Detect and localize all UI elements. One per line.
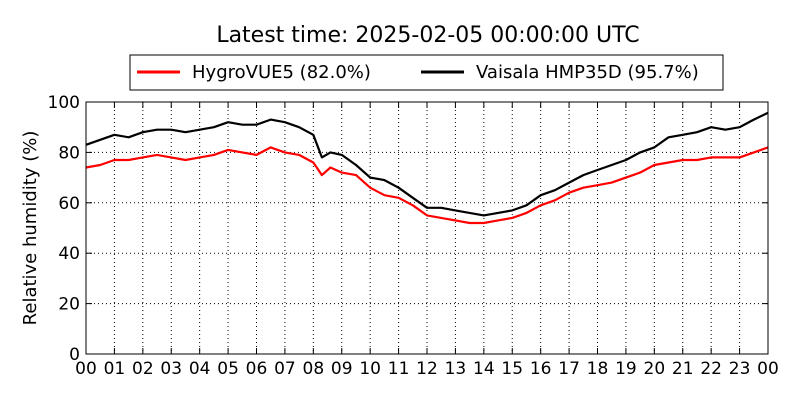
x-tick-label: 03: [160, 359, 182, 379]
legend-label-hygrovue5: HygroVUE5 (82.0%): [192, 62, 371, 83]
x-tick-label: 16: [530, 359, 552, 379]
x-tick-label: 00: [75, 359, 97, 379]
series-layer: [85, 111, 769, 225]
x-tick-label: 10: [359, 359, 381, 379]
x-tick-label: 08: [303, 359, 325, 379]
x-tick-label: 15: [501, 359, 523, 379]
y-tick-label: 60: [58, 194, 80, 214]
series-line-hygrovue5: [85, 146, 769, 225]
x-tick-label: 00: [757, 359, 779, 379]
x-tick-label: 11: [388, 359, 410, 379]
x-tick-label: 12: [416, 359, 438, 379]
x-tick-label: 17: [558, 359, 580, 379]
x-tick-label: 21: [672, 359, 694, 379]
y-tick-label: 80: [58, 143, 80, 163]
x-tick-label: 23: [729, 359, 751, 379]
x-tick-label: 05: [217, 359, 239, 379]
x-tick-label: 04: [189, 359, 211, 379]
x-tick-label: 07: [274, 359, 296, 379]
grid: [86, 102, 768, 354]
y-axis: 0 20 40 60 80 100: [48, 93, 768, 365]
x-tick-label: 13: [445, 359, 467, 379]
legend: HygroVUE5 (82.0%) Vaisala HMP35D (95.7%): [129, 54, 724, 91]
x-tick-label: 19: [615, 359, 637, 379]
x-tick-label: 14: [473, 359, 495, 379]
x-tick-label: 09: [331, 359, 353, 379]
x-tick-label: 01: [104, 359, 126, 379]
x-tick-label: 06: [246, 359, 268, 379]
y-tick-label: 40: [58, 244, 80, 264]
y-tick-label: 0: [69, 345, 80, 365]
x-tick-label: 20: [644, 359, 666, 379]
y-tick-label: 20: [58, 295, 80, 315]
series-line-vaisala: [85, 111, 769, 217]
chart-title: Latest time: 2025-02-05 00:00:00 UTC: [216, 23, 639, 48]
x-tick-label: 18: [587, 359, 609, 379]
x-tick-label: 22: [700, 359, 722, 379]
legend-label-vaisala: Vaisala HMP35D (95.7%): [476, 62, 699, 83]
x-axis: 00 01 02 03 04 05 06 07 08 09 10 11 12 13 14 15 16 17 18 19…: [75, 102, 779, 379]
x-tick-label: 02: [132, 359, 154, 379]
y-axis-label: Relative humidity (%): [20, 131, 41, 326]
y-tick-label: 100: [48, 93, 80, 113]
